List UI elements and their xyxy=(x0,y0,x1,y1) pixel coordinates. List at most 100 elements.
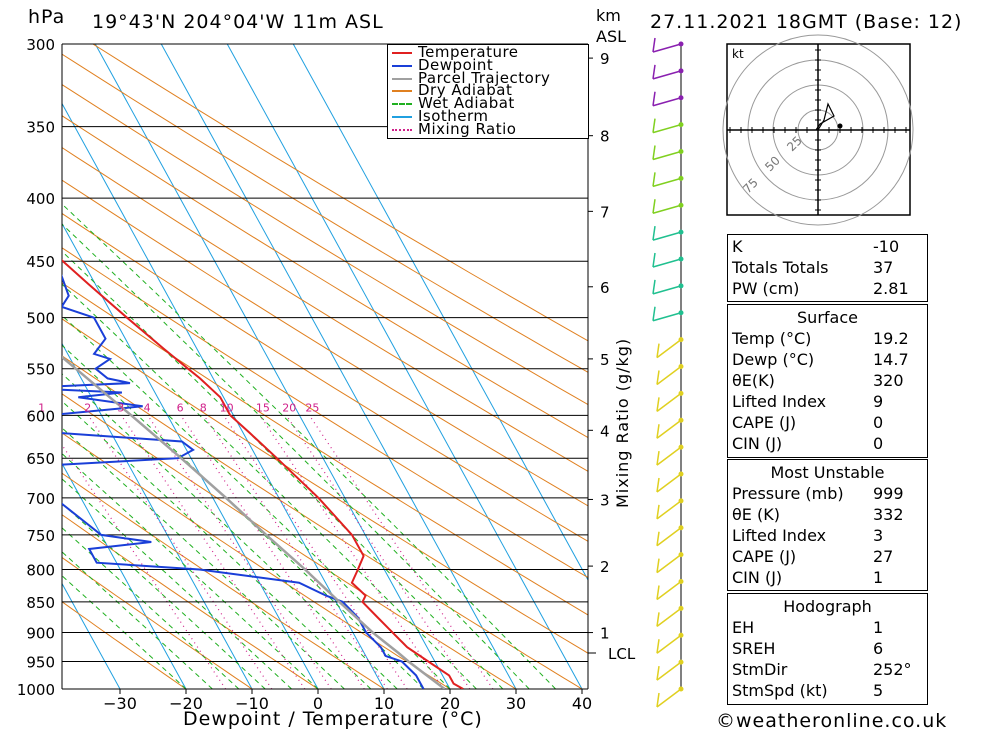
wind-barb-flag xyxy=(656,397,660,412)
hodograph-index-row: StmSpd (kt) 5 xyxy=(728,680,927,701)
mixing-ratio-line xyxy=(285,415,471,689)
wind-barb xyxy=(656,607,682,627)
general-index-row-label: PW (cm) xyxy=(732,279,800,298)
legend-label: Dewpoint xyxy=(418,55,494,74)
hodograph-index-row: EH 1 xyxy=(728,617,927,638)
wind-barb xyxy=(652,123,682,134)
hodograph-index-row-label: SREH xyxy=(732,639,776,658)
isotherm-line xyxy=(62,222,319,689)
wind-barb-flag xyxy=(656,612,660,627)
km-label: km xyxy=(596,6,621,25)
pressure-tick-label: 800 xyxy=(26,561,55,579)
km-tick-label: 7 xyxy=(600,203,610,221)
general-index-row: K -10 xyxy=(728,236,927,257)
wind-barb xyxy=(656,392,682,412)
surface-index-row-value: 0 xyxy=(873,413,884,432)
x-tick-label: 40 xyxy=(572,694,592,713)
hodograph-index-row-label: EH xyxy=(732,618,755,637)
wind-barb-flag xyxy=(652,226,656,241)
legend-entry: Wet Adiabat xyxy=(392,94,587,112)
pressure-tick-label: 550 xyxy=(26,361,55,379)
chart-legend: Temperature Dewpoint Parcel Trajectory Dry … xyxy=(387,43,589,139)
surface-index-row: Dewp (°C) 14.7 xyxy=(728,349,927,370)
wet-adiabat-line xyxy=(62,344,424,689)
legend-entry: Dry Adiabat xyxy=(392,81,587,100)
wind-barb-flag xyxy=(656,666,660,681)
wind-barb-flag xyxy=(656,692,660,708)
general-index-row-value: 37 xyxy=(873,258,894,277)
wind-barb xyxy=(656,365,682,386)
most-unstable-row-label: CIN (J) xyxy=(732,568,783,587)
mixing-ratio-label: 20 xyxy=(282,401,296,414)
dry-adiabat-line xyxy=(92,44,588,342)
wet-adiabat-line xyxy=(62,223,530,689)
wind-barb xyxy=(656,634,682,654)
hodograph-index-row-label: StmDir xyxy=(732,660,788,679)
dry-adiabat-line xyxy=(62,472,385,689)
x-tick-label: −30 xyxy=(103,694,137,713)
legend-entry: Isotherm xyxy=(392,107,587,125)
dry-adiabat-line xyxy=(62,355,583,689)
legend-label: Dry Adiabat xyxy=(418,81,513,100)
surface-title: Surface xyxy=(797,308,858,327)
wind-barb-flag xyxy=(656,531,660,546)
wind-barb xyxy=(652,97,682,107)
most-unstable-row-value: 27 xyxy=(873,547,894,566)
parcel-trajectory-series xyxy=(62,355,446,689)
most-unstable-row-value: 332 xyxy=(873,505,904,524)
legend-swatch xyxy=(392,90,412,93)
km-tick-label: 8 xyxy=(600,128,610,146)
legend-label: Isotherm xyxy=(418,107,489,125)
x-axis-title: Dewpoint / Temperature (°C) xyxy=(183,708,483,730)
mixing-ratio-line xyxy=(147,415,332,689)
wind-barb-flag xyxy=(652,279,656,294)
most-unstable-row-label: CAPE (J) xyxy=(732,547,797,566)
km-tick-label: 3 xyxy=(600,491,610,509)
wind-barb xyxy=(652,70,682,80)
hodograph-indices-box: Hodograph EH 1 SREH 6 StmDir 252° StmSpd (kt) 5 xyxy=(727,593,928,705)
surface-index-row: θE(K) 320 xyxy=(728,370,927,391)
legend-swatch xyxy=(392,64,412,67)
legend-label: Mixing Ratio xyxy=(418,119,517,138)
mixing-ratio-label: 2 xyxy=(84,401,91,414)
wet-adiabat-line xyxy=(62,314,451,689)
x-tick-label: 30 xyxy=(506,694,526,713)
dry-adiabat-line xyxy=(62,432,451,689)
x-tick-label: 20 xyxy=(440,694,460,713)
hodograph-trace xyxy=(815,102,835,131)
wind-barb xyxy=(656,554,682,574)
most-unstable-row: CAPE (J) 27 xyxy=(728,546,927,567)
most-unstable-title: Most Unstable xyxy=(770,463,885,482)
wind-barb xyxy=(652,177,682,188)
general-index-row-label: Totals Totals xyxy=(732,258,829,277)
most-unstable-row: CIN (J) 1 xyxy=(728,567,927,588)
pressure-tick-label: 950 xyxy=(26,654,55,672)
dry-adiabat-line xyxy=(62,514,319,689)
wind-barb-flag xyxy=(652,64,656,79)
wind-barb-flag xyxy=(656,343,660,358)
hodograph-index-row-value: 252° xyxy=(873,660,912,679)
surface-index-row-label: Dewp (°C) xyxy=(732,350,815,369)
hodograph-index-row: SREH 6 xyxy=(728,638,927,659)
surface-index-row-value: 9 xyxy=(873,392,884,411)
pressure-tick-label: 500 xyxy=(26,310,55,328)
pressure-tick-label: 650 xyxy=(26,450,55,468)
most-unstable-row-label: Pressure (mb) xyxy=(732,484,844,503)
surface-index-row: CAPE (J) 0 xyxy=(728,412,927,433)
wind-barb-flag xyxy=(656,585,660,600)
surface-index-row: Temp (°C) 19.2 xyxy=(728,328,927,349)
wind-barb xyxy=(652,258,682,268)
most-unstable-row-value: 999 xyxy=(873,484,904,503)
mixing-ratio-label: 6 xyxy=(177,401,184,414)
km-tick-label: 4 xyxy=(600,422,610,440)
general-index-row-value: 2.81 xyxy=(873,279,909,298)
legend-label: Temperature xyxy=(418,43,519,61)
surface-index-row-label: CIN (J) xyxy=(732,434,783,453)
copyright-footer: ©weatheronline.co.uk xyxy=(716,710,948,732)
legend-entry: Temperature xyxy=(392,43,587,61)
temperature-series xyxy=(62,259,464,689)
wind-barb-flag xyxy=(652,37,656,53)
mixing-ratio-label: 4 xyxy=(144,401,151,414)
legend-swatch xyxy=(392,77,412,80)
pressure-tick-label: 1000 xyxy=(17,681,55,699)
